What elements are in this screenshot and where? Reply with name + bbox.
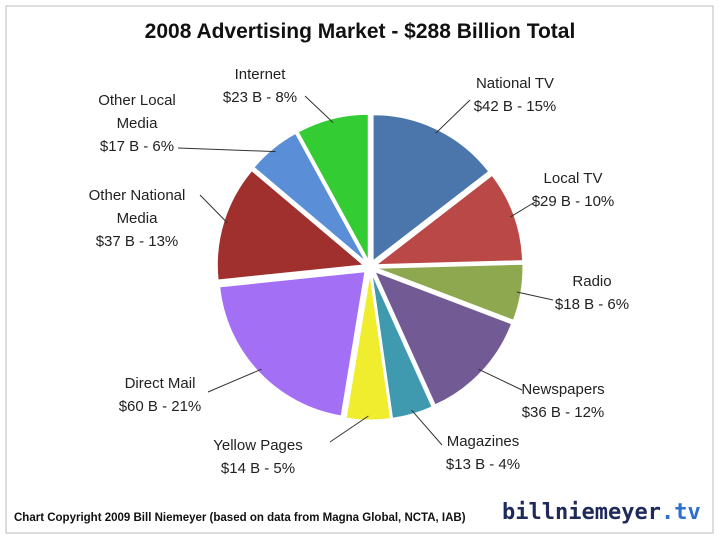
value-label: $29 B - 10% xyxy=(531,193,615,210)
pie-slice xyxy=(216,170,365,281)
value-label: $60 B - 21% xyxy=(118,398,202,415)
data-label: Yellow Pages $14 B - 5% xyxy=(193,434,323,480)
pie-slice xyxy=(375,174,524,266)
value-label: $17 B - 6% xyxy=(99,138,175,155)
value-label: $37 B - 13% xyxy=(95,233,179,250)
data-label: Newspapers $36 B - 12% xyxy=(503,378,623,424)
frame xyxy=(5,5,714,534)
category-label: Direct Mail xyxy=(124,375,196,392)
leader-line xyxy=(478,368,523,391)
leader-line xyxy=(516,291,554,301)
pie-slice xyxy=(372,114,490,262)
copyright: Chart Copyright 2009 Bill Niemeyer (base… xyxy=(14,512,466,524)
data-label: Other National Media $37 B - 13% xyxy=(67,184,207,253)
data-label: Magazines $13 B - 4% xyxy=(428,430,538,476)
category-label: Other National Media xyxy=(88,187,186,227)
leader-line xyxy=(199,194,228,224)
logo: billniemeyer.tv xyxy=(502,500,701,525)
leader-line xyxy=(435,99,471,134)
pie-slice xyxy=(345,273,392,421)
leader-line xyxy=(329,415,369,443)
category-label: National TV xyxy=(475,75,555,92)
pie-slice xyxy=(371,273,433,419)
leader-line xyxy=(411,409,443,446)
pie-slice xyxy=(374,270,513,406)
data-label: Local TV $29 B - 10% xyxy=(518,167,628,213)
logo-name: billniemeyer xyxy=(502,500,661,525)
category-label: Local TV xyxy=(543,170,603,187)
value-label: $13 B - 4% xyxy=(445,456,521,473)
data-label: Internet $23 B - 8% xyxy=(205,63,315,109)
value-label: $36 B - 12% xyxy=(521,404,605,421)
leader-line xyxy=(304,95,334,123)
data-label: Radio $18 B - 6% xyxy=(542,270,642,316)
data-label: Other Local Media $17 B - 6% xyxy=(77,89,197,158)
category-label: Magazines xyxy=(446,433,520,450)
category-label: Radio xyxy=(572,273,612,290)
data-label: National TV $42 B - 15% xyxy=(455,72,575,118)
logo-tld: .tv xyxy=(660,500,701,525)
pie-slice xyxy=(253,132,367,262)
pie-slice xyxy=(219,271,366,417)
pie-slice xyxy=(297,113,369,261)
leader-line xyxy=(207,368,262,393)
category-label: Internet xyxy=(234,66,286,83)
value-label: $23 B - 8% xyxy=(222,89,298,106)
category-label: Newspapers xyxy=(521,381,605,398)
category-label: Yellow Pages xyxy=(213,437,303,454)
value-label: $42 B - 15% xyxy=(473,98,557,115)
value-label: $18 B - 6% xyxy=(554,296,630,313)
chart-title: 2008 Advertising Market - $288 Billion T… xyxy=(144,20,576,43)
data-label: Direct Mail $60 B - 21% xyxy=(100,372,220,418)
category-label: Other Local Media xyxy=(98,92,176,132)
leader-line xyxy=(510,201,536,218)
value-label: $14 B - 5% xyxy=(220,460,296,477)
leader-line xyxy=(177,147,276,153)
